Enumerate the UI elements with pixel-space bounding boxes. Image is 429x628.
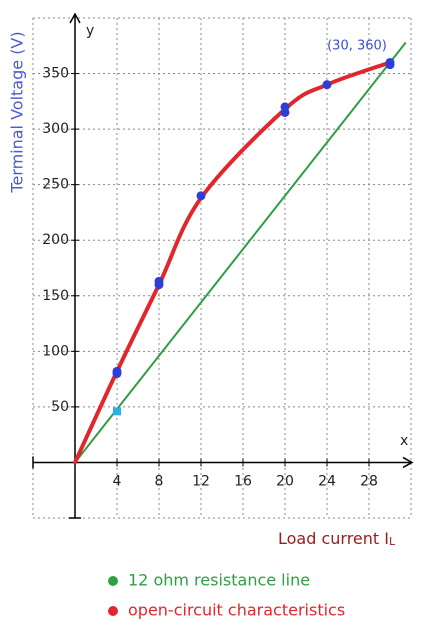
x-axis-label: Load current IL xyxy=(278,529,396,549)
data-square xyxy=(113,407,121,416)
x-tick-label: 8 xyxy=(155,473,164,489)
annotation: (30, 360) xyxy=(327,39,387,54)
y-tick-label: 50 xyxy=(51,399,69,415)
y-axis-arrow xyxy=(69,12,81,24)
resistance-line xyxy=(74,41,407,464)
x-axis-label-sub: L xyxy=(389,535,396,548)
y-tick-label: 150 xyxy=(42,288,69,304)
data-point xyxy=(280,107,290,117)
x-tick-label: 12 xyxy=(192,473,210,489)
x-tick-label: 28 xyxy=(360,473,378,489)
y-tick-label: 300 xyxy=(42,121,69,137)
x-axis-label-main: Load current I xyxy=(278,529,389,548)
data-point xyxy=(112,369,122,379)
y-axis-name: y xyxy=(86,23,94,39)
x-axis-name: x xyxy=(400,433,408,449)
y-tick-label: 350 xyxy=(42,66,69,82)
data-point xyxy=(196,191,206,201)
legend-marker xyxy=(108,576,118,586)
data-point xyxy=(322,80,332,90)
y-axis-label: Terminal Voltage (V) xyxy=(8,31,27,193)
data-point xyxy=(385,60,395,70)
x-tick-label: 20 xyxy=(276,473,294,489)
x-axis-arrow xyxy=(402,456,414,469)
y-tick-label: 200 xyxy=(42,232,69,248)
legend-label: 12 ohm resistance line xyxy=(128,571,310,590)
legend-marker xyxy=(108,606,118,616)
legend-label: open-circuit characteristics xyxy=(128,601,345,620)
y-tick-label: 250 xyxy=(42,177,69,193)
data-point xyxy=(154,276,164,286)
x-tick-label: 24 xyxy=(318,473,336,489)
x-tick-label: 4 xyxy=(113,473,122,489)
x-tick-label: 16 xyxy=(234,473,252,489)
y-tick-label: 100 xyxy=(42,343,69,359)
